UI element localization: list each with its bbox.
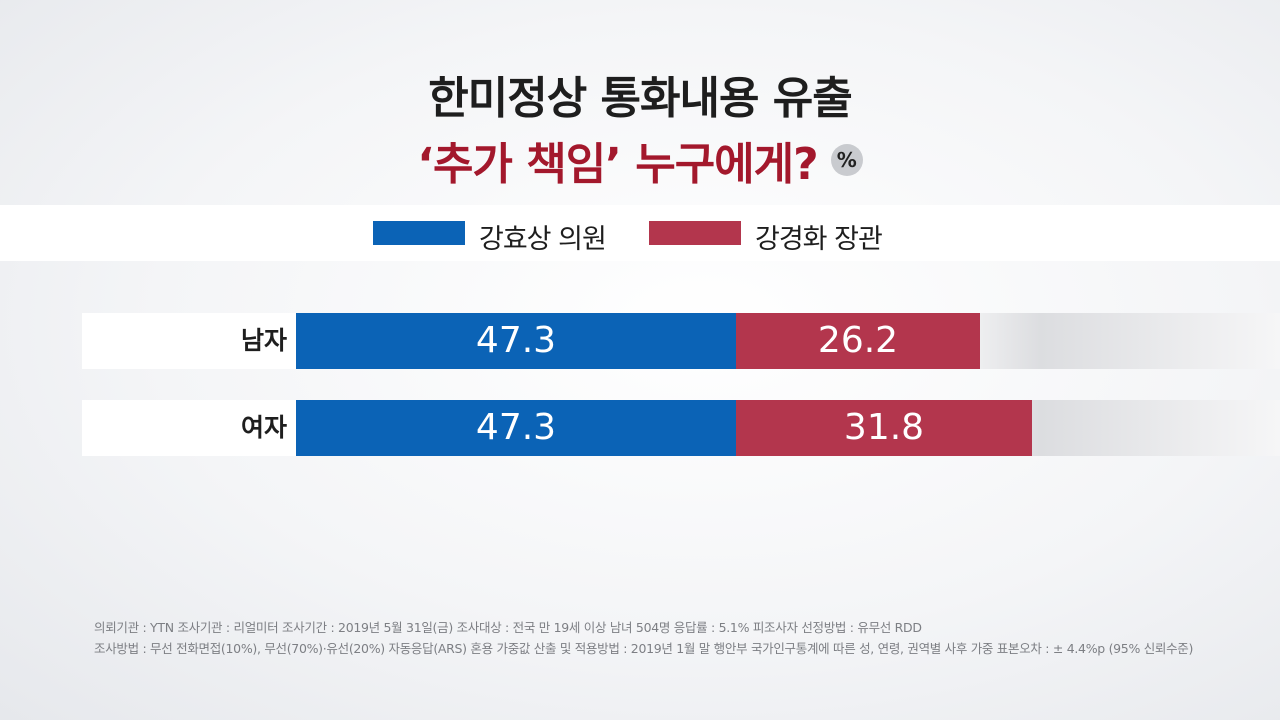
title-line-2-wrap: ‘추가 책임’ 누구에게? % (0, 128, 1280, 192)
footnote-line-2: 조사방법 : 무선 전화면접(10%), 무선(70%)·유선(20%) 자동응… (94, 641, 1194, 656)
bar-segment-series2: 31.8 (736, 400, 1032, 456)
category-label: 여자 (240, 413, 287, 442)
legend-label-series2: 강경화 장관 (755, 224, 883, 255)
legend: 강효상 의원 강경화 장관 (0, 205, 1280, 261)
title-line-1: 한미정상 통화내용 유출 (428, 73, 852, 124)
legend-label-series1: 강효상 의원 (479, 224, 607, 255)
bar-segment-series1: 47.3 (296, 400, 736, 456)
title-line-2: ‘추가 책임’ 누구에게? (417, 139, 818, 190)
unit-badge: % (830, 144, 863, 176)
category-label: 남자 (240, 326, 287, 355)
bar-segment-series2: 26.2 (736, 313, 980, 369)
footnote-line-1: 의뢰기관 : YTN 조사기관 : 리얼미터 조사기간 : 2019년 5월 3… (94, 620, 922, 635)
legend-swatch-series1 (373, 221, 465, 245)
bar-segment-series1: 47.3 (296, 313, 736, 369)
legend-swatch-series2 (649, 221, 741, 245)
